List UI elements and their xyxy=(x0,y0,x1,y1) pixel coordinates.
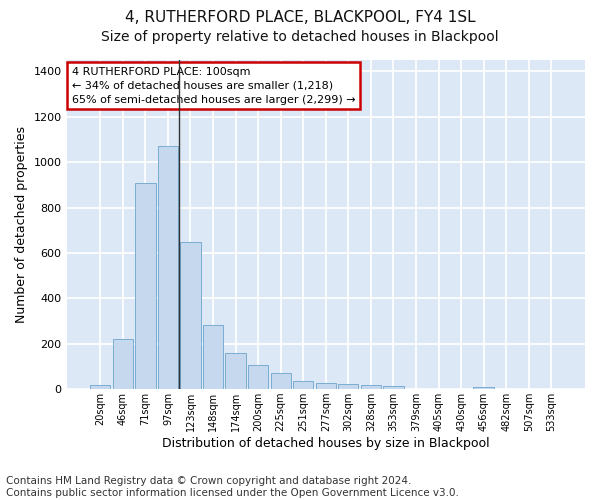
Bar xyxy=(271,374,291,389)
Bar xyxy=(316,384,336,389)
Text: Contains HM Land Registry data © Crown copyright and database right 2024.
Contai: Contains HM Land Registry data © Crown c… xyxy=(6,476,459,498)
Bar xyxy=(203,325,223,389)
Y-axis label: Number of detached properties: Number of detached properties xyxy=(15,126,28,323)
Bar xyxy=(113,339,133,389)
Bar xyxy=(293,381,313,389)
Bar xyxy=(473,387,494,389)
Text: 4 RUTHERFORD PLACE: 100sqm
← 34% of detached houses are smaller (1,218)
65% of s: 4 RUTHERFORD PLACE: 100sqm ← 34% of deta… xyxy=(72,66,355,104)
Bar xyxy=(248,365,268,389)
Text: Size of property relative to detached houses in Blackpool: Size of property relative to detached ho… xyxy=(101,30,499,44)
Bar xyxy=(90,385,110,389)
Text: 4, RUTHERFORD PLACE, BLACKPOOL, FY4 1SL: 4, RUTHERFORD PLACE, BLACKPOOL, FY4 1SL xyxy=(125,10,475,25)
Bar xyxy=(181,242,200,389)
Bar xyxy=(158,146,178,389)
X-axis label: Distribution of detached houses by size in Blackpool: Distribution of detached houses by size … xyxy=(162,437,490,450)
Bar xyxy=(226,354,246,389)
Bar xyxy=(383,386,404,389)
Bar xyxy=(135,182,155,389)
Bar xyxy=(361,384,381,389)
Bar xyxy=(338,384,358,389)
